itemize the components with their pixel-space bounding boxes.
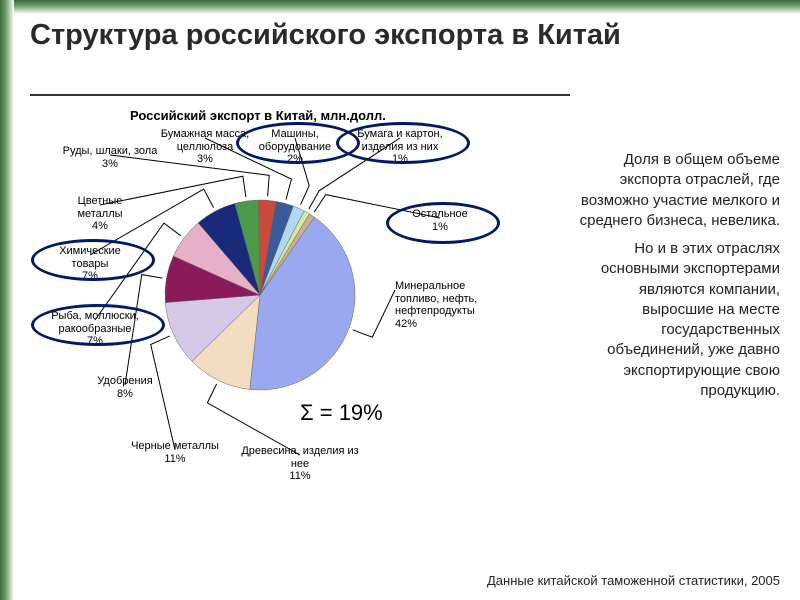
sum-text: = 19% — [320, 400, 383, 425]
side-text: Доля в общем объеме экспорта отраслей, г… — [570, 150, 780, 409]
side-para-1: Доля в общем объеме экспорта отраслей, г… — [570, 150, 780, 231]
pie-label: Черные металлы11% — [120, 440, 230, 465]
pie-label: Руды, шлаки, зола3% — [60, 145, 160, 170]
leader-line — [353, 290, 395, 337]
pie-label: Цветные металлы4% — [55, 195, 145, 233]
highlight-ellipse — [336, 122, 470, 164]
slide: Структура российского экспорта в Китай Р… — [0, 0, 800, 600]
pie-label: Древесина, изделия из нее11% — [240, 445, 360, 483]
highlight-ellipse — [31, 304, 165, 346]
pie-label: Удобрения8% — [80, 375, 170, 400]
pie-label: Минеральное топливо, нефть, нефтепродукт… — [395, 280, 505, 331]
sum-label: Σ = 19% — [300, 400, 383, 426]
sigma-symbol: Σ — [300, 400, 314, 425]
highlight-ellipse — [31, 239, 155, 281]
footer-source: Данные китайской таможенной статистики, … — [487, 573, 780, 588]
highlight-ellipse — [386, 202, 500, 244]
side-para-2: Но и в этих отраслях основными экспортер… — [570, 239, 780, 401]
